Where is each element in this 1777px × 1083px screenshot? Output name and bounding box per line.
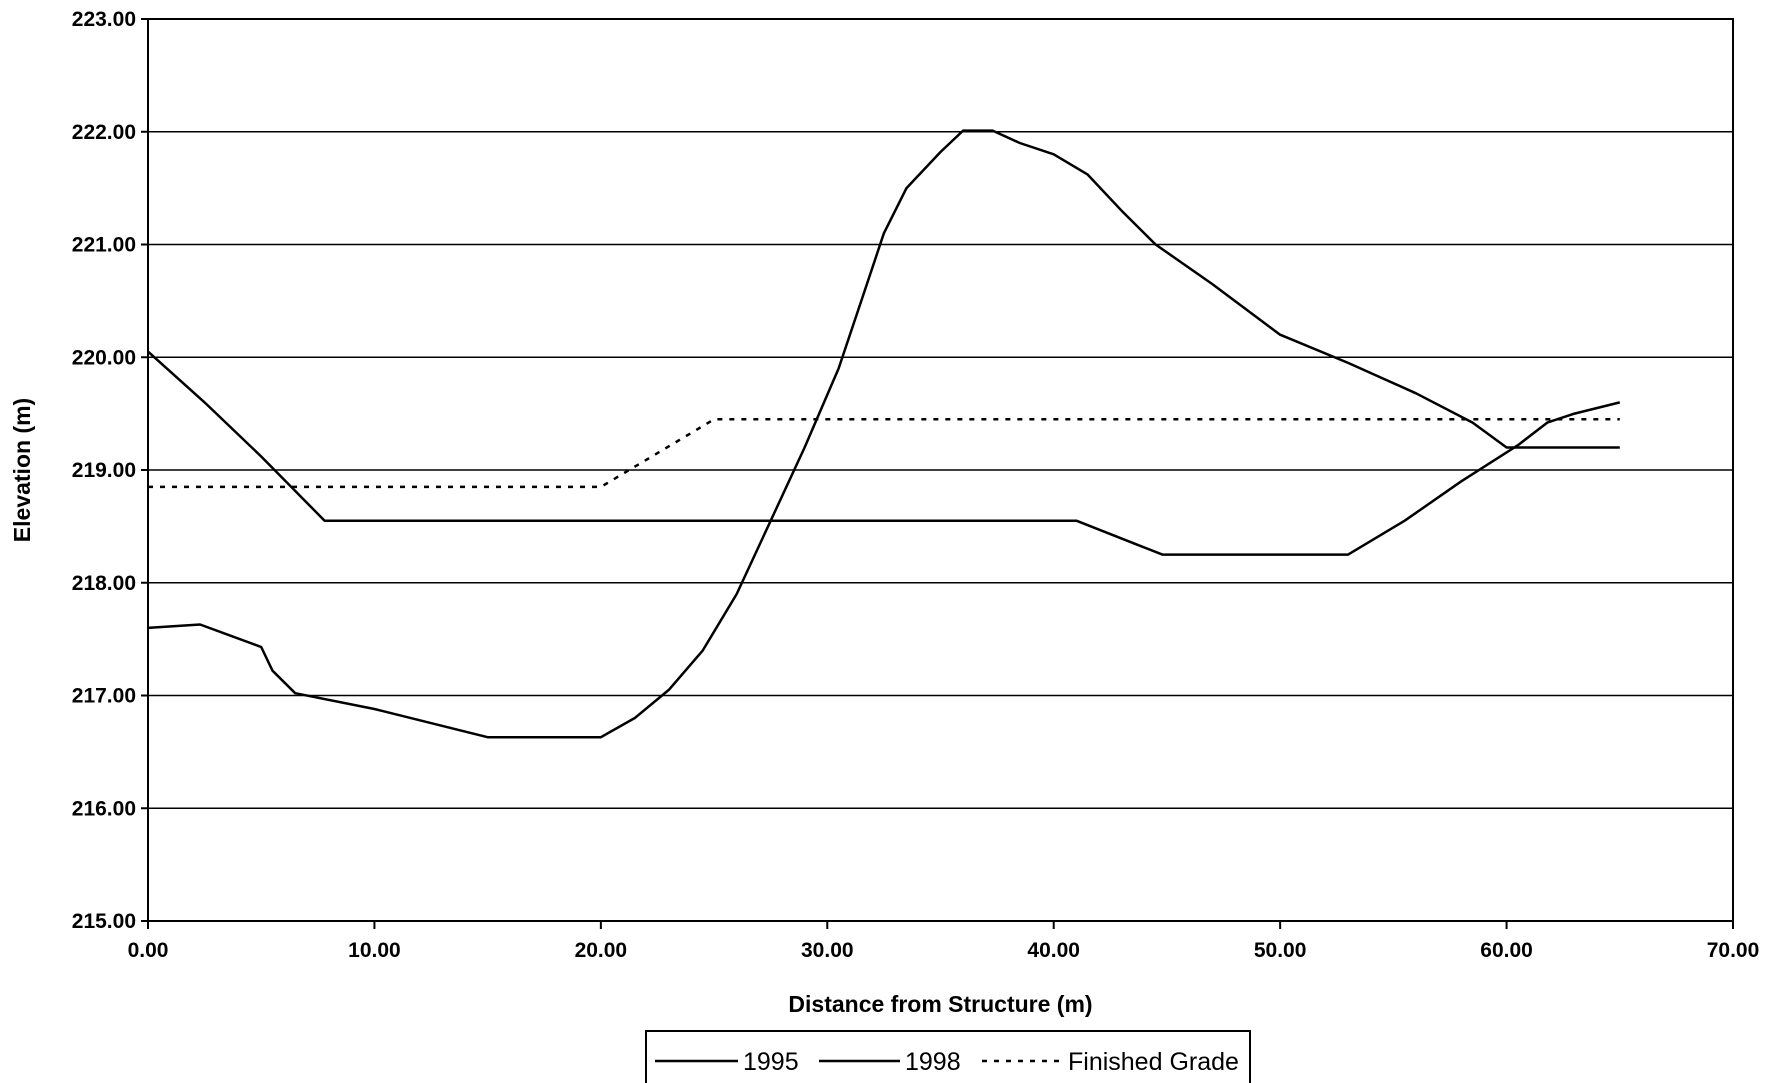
x-tick-label: 50.00 [1254,939,1307,962]
x-tick-label: 60.00 [1480,939,1533,962]
legend-label-finished-grade: Finished Grade [1068,1048,1239,1076]
x-tick-label: 40.00 [1027,939,1080,962]
y-axis-title: Elevation (m) [9,398,35,542]
series-line-1998 [147,350,1621,556]
x-tick-label: 20.00 [575,939,628,962]
tick-labels: 215.00 216.00 217.00 218.00 219.00 220.00 221.… [72,8,1760,962]
legend-box [645,1030,1251,1083]
series-lines [147,129,1621,739]
legend-label-1995: 1995 [743,1048,799,1076]
series-line-finished-grade [148,418,1620,489]
y-tick-label: 219.00 [72,459,136,482]
y-tick-label: 221.00 [72,234,136,257]
x-tick-label: 0.00 [128,939,169,962]
y-tick-label: 217.00 [72,685,136,708]
legend: 1995 1998 Finished Grade [645,1030,1251,1083]
y-tick-label: 215.00 [72,910,136,933]
x-tick-label: 70.00 [1707,939,1760,962]
x-tick-label: 10.00 [348,939,401,962]
x-axis-title: Distance from Structure (m) [788,991,1092,1017]
gridlines [148,18,1733,922]
series-line-1995 [147,129,1620,739]
y-tick-label: 218.00 [72,572,136,595]
x-tick-label: 30.00 [801,939,854,962]
y-tick-label: 222.00 [72,121,136,144]
y-tick-label: 220.00 [72,346,136,369]
legend-label-1998: 1998 [905,1048,961,1076]
y-tick-label: 223.00 [72,8,136,31]
y-tick-label: 216.00 [72,797,136,820]
